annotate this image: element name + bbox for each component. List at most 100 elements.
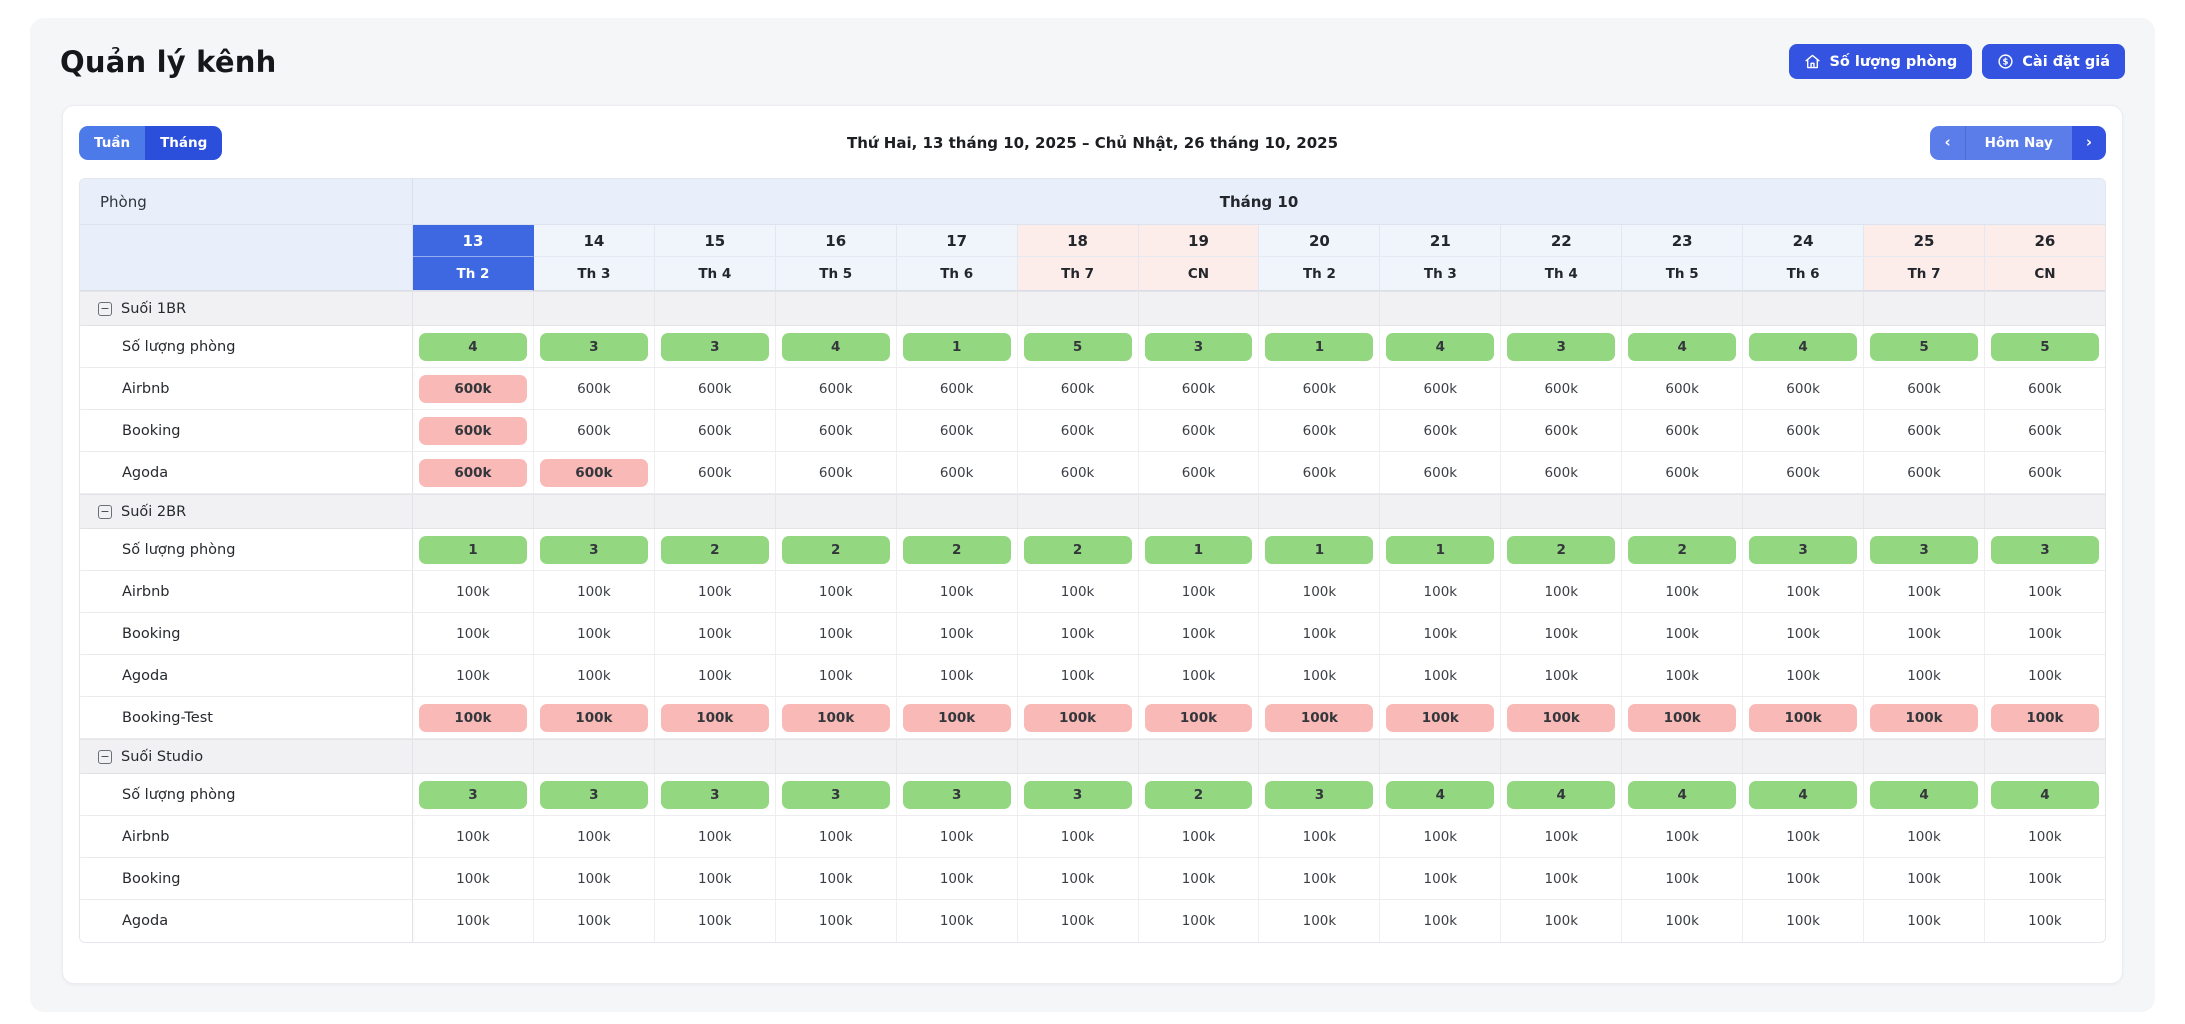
value-cell[interactable]: 100k xyxy=(1743,900,1865,942)
value-cell[interactable]: 100k xyxy=(1743,655,1865,696)
value-cell[interactable]: 100k xyxy=(1501,571,1623,612)
value-cell[interactable]: 600k xyxy=(1985,410,2105,451)
qty-pill[interactable]: 2 xyxy=(1507,535,1616,564)
value-cell[interactable]: 600k xyxy=(776,452,897,493)
qty-pill[interactable]: 4 xyxy=(1386,332,1495,361)
value-cell[interactable]: 100k xyxy=(655,613,776,654)
value-cell[interactable]: 600k xyxy=(1018,368,1139,409)
value-cell[interactable]: 100k xyxy=(776,697,897,738)
value-cell[interactable]: 3 xyxy=(655,774,776,815)
qty-pill[interactable]: 1 xyxy=(902,332,1011,361)
value-cell[interactable]: 100k xyxy=(1139,613,1260,654)
qty-pill[interactable]: 2 xyxy=(1023,535,1132,564)
value-cell[interactable]: 5 xyxy=(1018,326,1139,367)
value-cell[interactable]: 100k xyxy=(413,858,534,899)
price-settings-button[interactable]: $ Cài đặt giá xyxy=(1982,44,2125,79)
value-cell[interactable]: 600k xyxy=(1501,410,1623,451)
value-cell[interactable]: 600k xyxy=(1743,410,1865,451)
qty-pill[interactable]: 1 xyxy=(1386,535,1495,564)
value-cell[interactable]: 100k xyxy=(1743,613,1865,654)
value-cell[interactable]: 600k xyxy=(1743,368,1865,409)
qty-pill[interactable]: 4 xyxy=(1386,780,1495,809)
value-cell[interactable]: 100k xyxy=(1622,655,1744,696)
value-cell[interactable]: 100k xyxy=(897,571,1018,612)
price-pill[interactable]: 600k xyxy=(419,458,527,487)
value-cell[interactable]: 2 xyxy=(1018,529,1139,570)
qty-pill[interactable]: 2 xyxy=(1628,535,1737,564)
value-cell[interactable]: 4 xyxy=(1380,326,1502,367)
value-cell[interactable]: 100k xyxy=(1380,613,1502,654)
value-cell[interactable]: 1 xyxy=(1380,529,1502,570)
value-cell[interactable]: 100k xyxy=(776,900,897,942)
value-cell[interactable]: 2 xyxy=(655,529,776,570)
value-cell[interactable]: 100k xyxy=(1380,816,1502,857)
value-cell[interactable]: 600k xyxy=(413,452,534,493)
value-cell[interactable]: 600k xyxy=(534,410,655,451)
value-cell[interactable]: 1 xyxy=(1259,529,1381,570)
value-cell[interactable]: 600k xyxy=(534,452,655,493)
value-cell[interactable]: 3 xyxy=(1501,326,1623,367)
qty-pill[interactable]: 2 xyxy=(781,535,890,564)
toggle-month-button[interactable]: Tháng xyxy=(145,126,223,160)
value-cell[interactable]: 3 xyxy=(1985,529,2105,570)
value-cell[interactable]: 100k xyxy=(897,816,1018,857)
value-cell[interactable]: 600k xyxy=(1864,452,1985,493)
price-pill[interactable]: 100k xyxy=(419,703,527,732)
value-cell[interactable]: 600k xyxy=(1985,452,2105,493)
value-cell[interactable]: 100k xyxy=(534,655,655,696)
value-cell[interactable]: 100k xyxy=(1985,613,2105,654)
value-cell[interactable]: 5 xyxy=(1985,326,2105,367)
value-cell[interactable]: 100k xyxy=(1380,900,1502,942)
value-cell[interactable]: 600k xyxy=(1018,452,1139,493)
value-cell[interactable]: 3 xyxy=(534,774,655,815)
value-cell[interactable]: 100k xyxy=(776,571,897,612)
price-pill[interactable]: 100k xyxy=(1386,703,1495,732)
value-cell[interactable]: 4 xyxy=(1622,326,1744,367)
qty-pill[interactable]: 2 xyxy=(902,535,1011,564)
next-period-button[interactable]: › xyxy=(2071,126,2106,160)
value-cell[interactable]: 100k xyxy=(655,816,776,857)
value-cell[interactable]: 3 xyxy=(1139,326,1260,367)
value-cell[interactable]: 100k xyxy=(897,655,1018,696)
value-cell[interactable]: 3 xyxy=(413,774,534,815)
value-cell[interactable]: 3 xyxy=(655,326,776,367)
qty-pill[interactable]: 3 xyxy=(1265,780,1374,809)
group-header-cell[interactable]: − Suối Studio xyxy=(80,740,413,773)
value-cell[interactable]: 100k xyxy=(1018,655,1139,696)
value-cell[interactable]: 100k xyxy=(413,571,534,612)
value-cell[interactable]: 600k xyxy=(776,410,897,451)
value-cell[interactable]: 100k xyxy=(1985,900,2105,942)
value-cell[interactable]: 100k xyxy=(1380,858,1502,899)
value-cell[interactable]: 100k xyxy=(413,697,534,738)
toggle-week-button[interactable]: Tuần xyxy=(79,126,146,160)
value-cell[interactable]: 100k xyxy=(534,900,655,942)
value-cell[interactable]: 600k xyxy=(897,410,1018,451)
value-cell[interactable]: 1 xyxy=(897,326,1018,367)
value-cell[interactable]: 600k xyxy=(1501,368,1623,409)
value-cell[interactable]: 100k xyxy=(1259,900,1381,942)
value-cell[interactable]: 100k xyxy=(1501,613,1623,654)
price-pill[interactable]: 100k xyxy=(1628,703,1737,732)
value-cell[interactable]: 100k xyxy=(1259,858,1381,899)
qty-pill[interactable]: 1 xyxy=(1144,535,1253,564)
price-pill[interactable]: 100k xyxy=(660,703,769,732)
value-cell[interactable]: 600k xyxy=(1139,452,1260,493)
value-cell[interactable]: 100k xyxy=(1259,571,1381,612)
qty-pill[interactable]: 4 xyxy=(1749,332,1858,361)
value-cell[interactable]: 100k xyxy=(1139,571,1260,612)
value-cell[interactable]: 100k xyxy=(534,816,655,857)
value-cell[interactable]: 100k xyxy=(1380,697,1502,738)
value-cell[interactable]: 100k xyxy=(1018,858,1139,899)
value-cell[interactable]: 100k xyxy=(1743,858,1865,899)
value-cell[interactable]: 600k xyxy=(1380,452,1502,493)
value-cell[interactable]: 4 xyxy=(413,326,534,367)
value-cell[interactable]: 4 xyxy=(776,326,897,367)
value-cell[interactable]: 600k xyxy=(1139,368,1260,409)
qty-pill[interactable]: 4 xyxy=(1749,780,1858,809)
value-cell[interactable]: 100k xyxy=(897,858,1018,899)
value-cell[interactable]: 600k xyxy=(897,368,1018,409)
value-cell[interactable]: 3 xyxy=(1864,529,1985,570)
value-cell[interactable]: 100k xyxy=(1985,655,2105,696)
value-cell[interactable]: 100k xyxy=(1018,900,1139,942)
qty-pill[interactable]: 2 xyxy=(1144,780,1253,809)
